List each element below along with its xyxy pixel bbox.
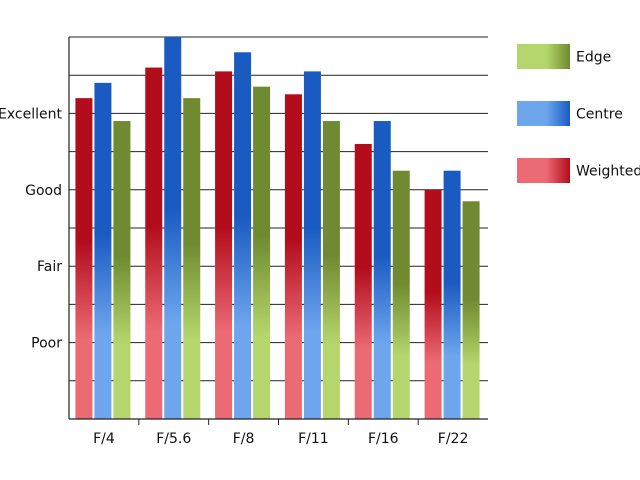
bar-weighted-4: [354, 143, 372, 419]
x-tick-label: F/5.6: [156, 431, 191, 447]
bar-weighted-2: [215, 71, 233, 419]
legend-item-weighted: Weighted: [517, 158, 640, 183]
bar-centre-1: [164, 37, 182, 419]
bar-centre-2: [234, 52, 252, 419]
legend-item-centre: Centre: [517, 101, 623, 126]
x-tick-label: F/16: [368, 431, 399, 447]
axes: [68, 37, 488, 425]
bar-edge-5: [462, 201, 480, 419]
bar-edge-3: [322, 121, 340, 419]
x-tick-label: F/4: [93, 431, 115, 447]
y-tick-label: Fair: [37, 259, 62, 275]
bar-edge-0: [113, 121, 131, 419]
bar-centre-5: [443, 170, 461, 419]
legend-swatch: [517, 101, 570, 126]
x-tick-label: F/22: [438, 431, 469, 447]
legend: Edge Centre Weighted: [517, 44, 640, 183]
legend-swatch: [517, 44, 570, 69]
y-tick-label: Excellent: [0, 106, 63, 122]
legend-label: Weighted: [576, 164, 640, 180]
legend-label: Edge: [576, 50, 611, 66]
bar-edge-4: [392, 170, 410, 419]
bar-edge-1: [183, 98, 201, 420]
bar-weighted-0: [75, 98, 93, 420]
y-tick-label: Poor: [31, 336, 62, 352]
x-tick-label: F/11: [298, 431, 329, 447]
bar-centre-3: [303, 71, 321, 419]
bar-centre-0: [94, 82, 112, 419]
bar-centre-4: [373, 121, 391, 419]
bar-weighted-1: [145, 67, 163, 419]
x-tick-labels: F/4 F/5.6 F/8 F/11 F/16 F/22: [93, 431, 468, 447]
y-tick-labels: Poor Fair Good Excellent: [0, 106, 63, 351]
y-tick-label: Good: [25, 183, 62, 199]
bar-edge-2: [253, 86, 271, 419]
x-tick-label: F/8: [233, 431, 255, 447]
bar-weighted-5: [424, 189, 442, 419]
legend-item-edge: Edge: [517, 44, 611, 69]
grid-lines: [69, 36, 488, 382]
legend-label: Centre: [576, 107, 623, 123]
bars: [75, 37, 480, 420]
bar-weighted-3: [284, 94, 302, 420]
legend-swatch: [517, 158, 570, 183]
